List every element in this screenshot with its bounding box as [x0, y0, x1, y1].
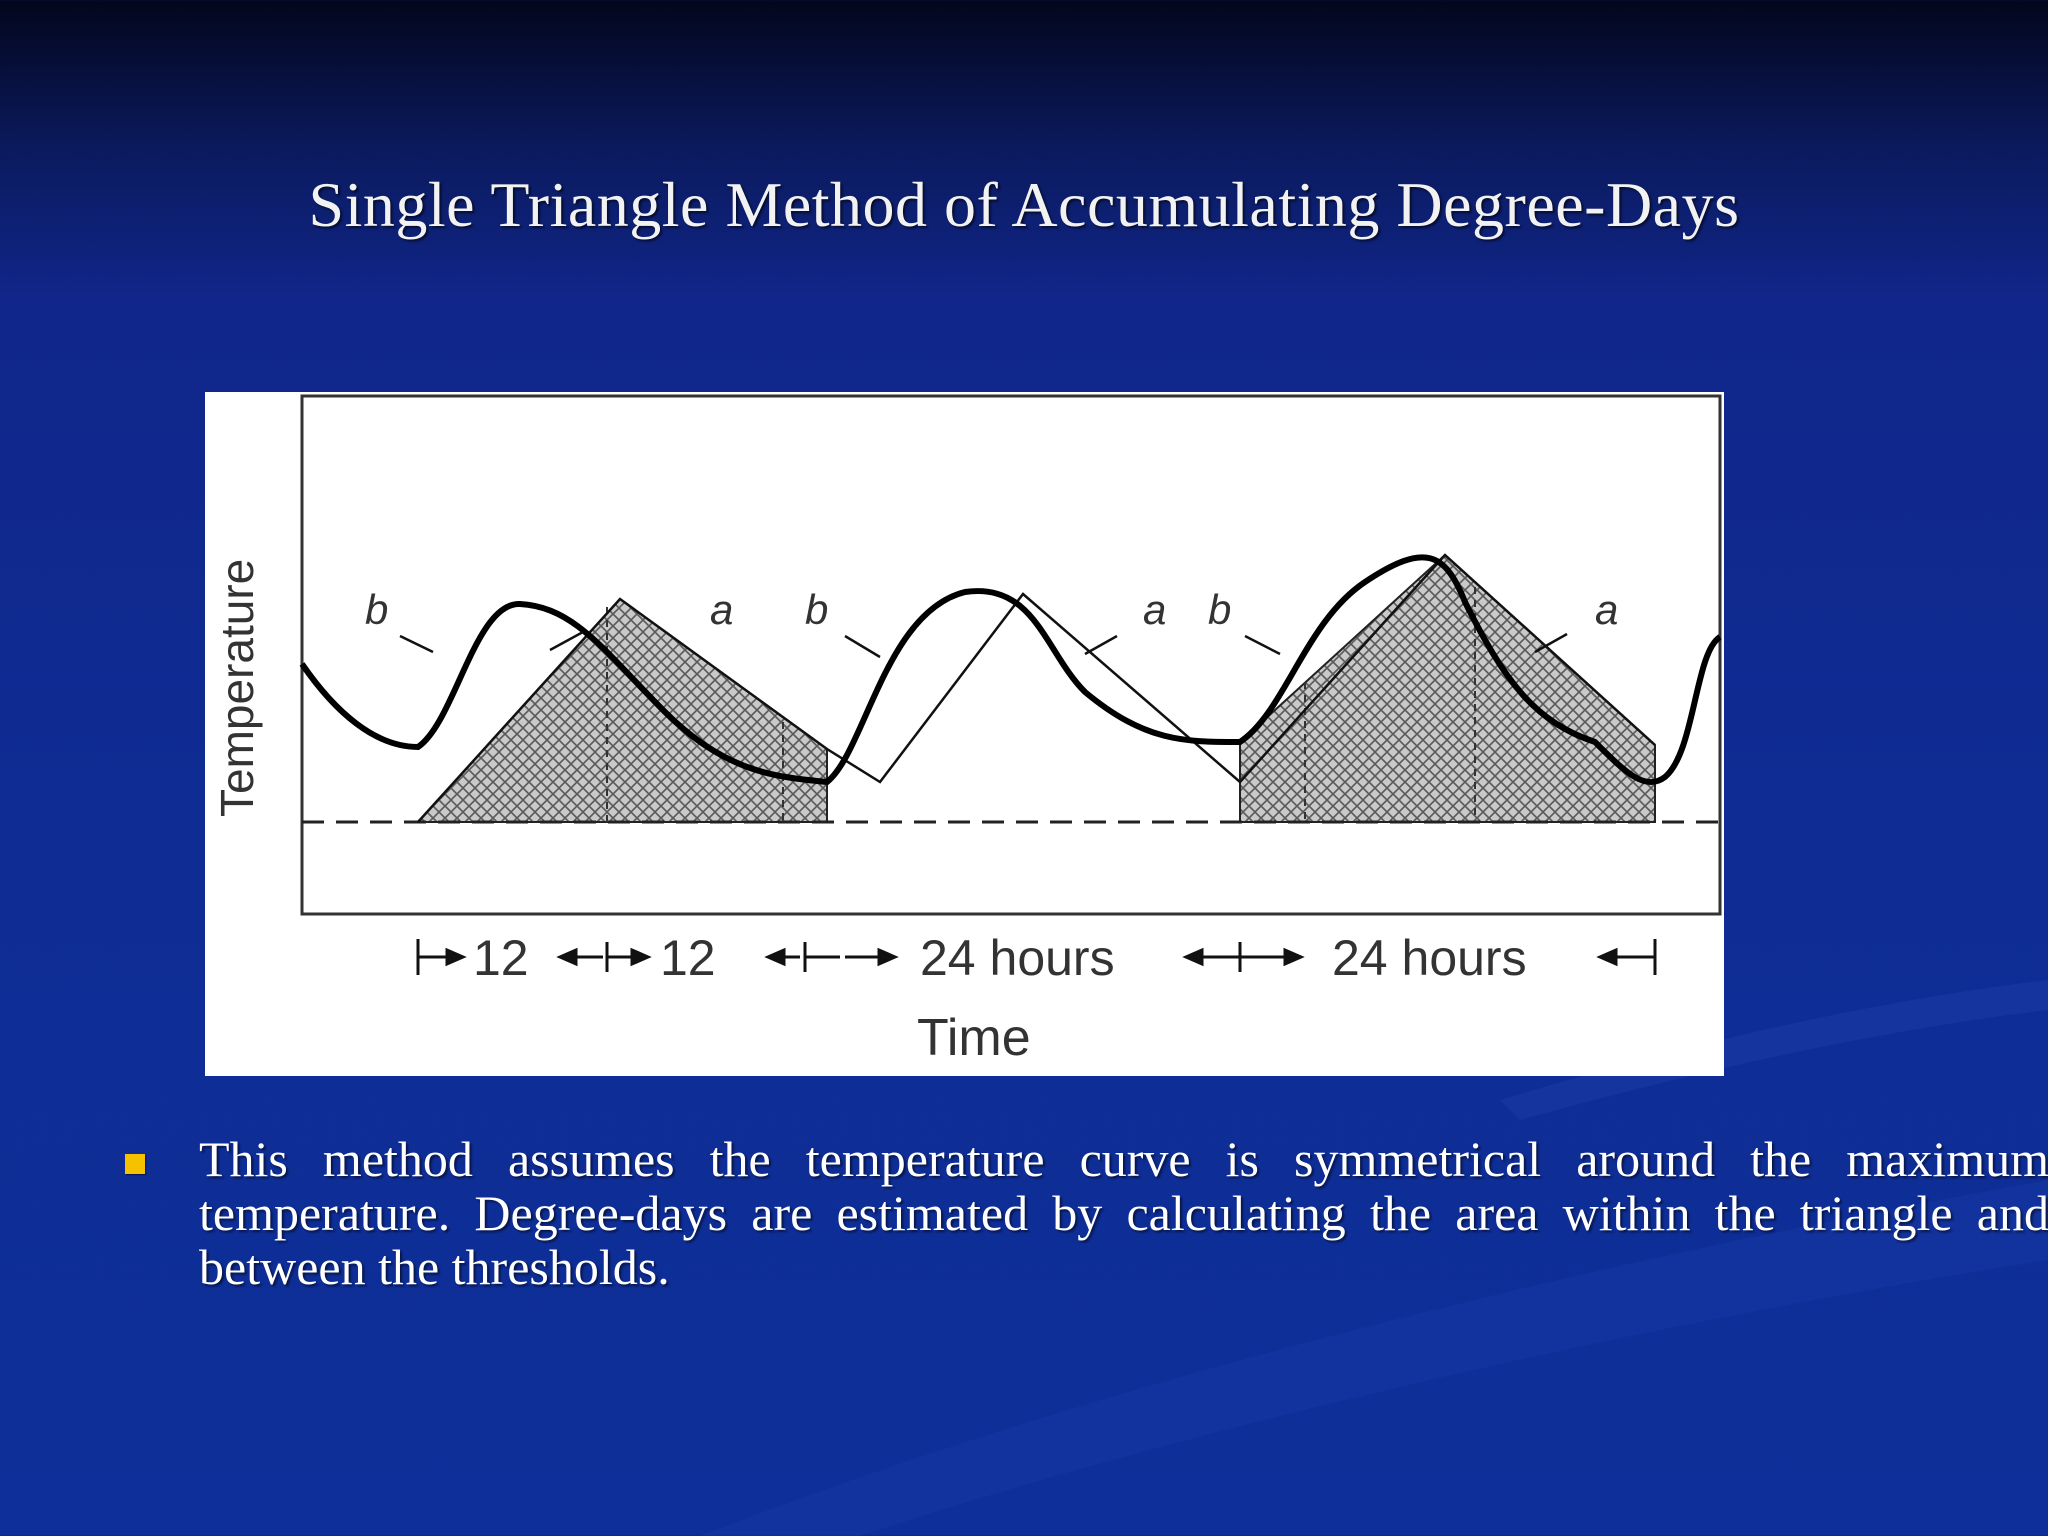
interval-label: 12	[660, 930, 716, 986]
slide-title: Single Triangle Method of Accumulating D…	[308, 169, 1740, 240]
interval-label: 12	[473, 930, 529, 986]
curve-label: a	[710, 586, 733, 633]
square-bullet-icon	[125, 1154, 145, 1174]
x-axis-label: Time	[917, 1009, 1031, 1067]
curve-label: b	[1208, 586, 1231, 633]
diagram-svg: b a b a b a Temperature	[211, 394, 1722, 1067]
y-axis-label: Temperature	[211, 559, 263, 817]
curve-label: b	[365, 586, 388, 633]
curve-label: a	[1595, 586, 1618, 633]
interval-label: 24 hours	[920, 930, 1115, 986]
curve-label: b	[805, 586, 828, 633]
triangle-area-1	[415, 597, 828, 823]
curve-label: a	[1143, 586, 1166, 633]
degree-day-diagram: b a b a b a Temperature	[205, 392, 1724, 1076]
triangle-line-a	[417, 553, 1656, 823]
label-pointers	[399, 630, 1568, 659]
bullet-text: This method assumes the temperature curv…	[199, 1131, 2048, 1295]
temperature-curve-b	[299, 554, 1722, 786]
interval-label: 24 hours	[1332, 930, 1527, 986]
plot-frame	[300, 394, 1722, 916]
interval-brackets	[416, 939, 1657, 975]
